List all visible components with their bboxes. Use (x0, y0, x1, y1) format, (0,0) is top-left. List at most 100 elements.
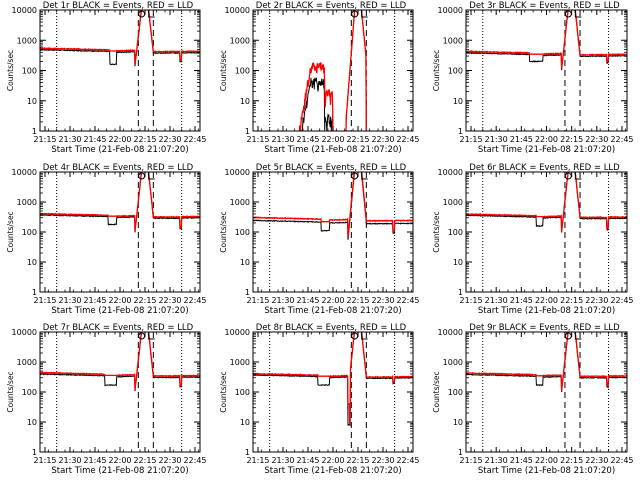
x-tick-label: 21:45 (510, 296, 533, 305)
x-tick-label: 22:00 (321, 296, 344, 305)
y-axis-label: Counts/sec (432, 371, 441, 412)
y-tick-label: 100 (235, 228, 250, 237)
x-tick-label: 21:30 (271, 135, 294, 144)
y-tick-label: 1 (32, 448, 37, 457)
y-axis-label: Counts/sec (6, 371, 15, 412)
y-tick-label: 1 (245, 288, 250, 297)
x-tick-label: 21:30 (485, 135, 508, 144)
y-tick-label: 100 (448, 388, 463, 397)
x-tick-label: 22:45 (610, 456, 633, 465)
y-tick-label: 1000 (443, 198, 463, 207)
x-tick-label: 22:45 (610, 135, 633, 144)
series-events (40, 172, 200, 233)
x-tick-label: 22:15 (133, 296, 156, 305)
y-tick-label: 10 (240, 418, 250, 427)
x-tick-label: 21:30 (485, 296, 508, 305)
y-tick-label: 10000 (438, 168, 463, 177)
x-tick-label: 21:15 (33, 135, 56, 144)
series-events (253, 172, 413, 240)
panel-title: Det 5r BLACK = Events, RED = LLD (256, 163, 407, 173)
y-tick-label: 1 (458, 127, 463, 136)
x-tick-label: 22:30 (371, 296, 394, 305)
x-tick-label: 21:15 (460, 296, 483, 305)
x-tick-label: 22:15 (560, 296, 583, 305)
y-tick-label: 1 (32, 127, 37, 136)
y-tick-label: 10000 (12, 6, 37, 15)
panel-title: Det 1r BLACK = Events, RED = LLD (43, 1, 194, 11)
x-tick-label: 21:45 (83, 456, 106, 465)
y-tick-label: 1000 (230, 358, 250, 367)
panel-5: 1 10 100 1000 10000 21:15 21:30 21:45 22:00 22:15… (219, 163, 420, 316)
y-tick-label: 1 (245, 448, 250, 457)
x-tick-label: 22:15 (133, 135, 156, 144)
panel-title: Det 6r BLACK = Events, RED = LLD (469, 163, 620, 173)
x-tick-label: 21:30 (58, 135, 81, 144)
x-tick-label: 22:30 (585, 296, 608, 305)
y-tick-label: 10000 (438, 328, 463, 337)
y-tick-label: 10 (453, 97, 463, 106)
panel-title: Det 9r BLACK = Events, RED = LLD (469, 323, 620, 333)
series-events (40, 332, 200, 392)
x-tick-label: 22:00 (321, 135, 344, 144)
series-events (253, 332, 413, 427)
plot-frame (252, 331, 414, 453)
y-tick-label: 10000 (12, 168, 37, 177)
x-tick-label: 22:15 (133, 456, 156, 465)
y-tick-label: 1000 (443, 358, 463, 367)
x-tick-label: 21:45 (510, 456, 533, 465)
x-tick-label: 21:15 (246, 296, 269, 305)
x-tick-label: 22:15 (560, 135, 583, 144)
y-tick-label: 100 (235, 67, 250, 76)
x-tick-label: 21:15 (460, 456, 483, 465)
y-tick-label: 10000 (225, 168, 250, 177)
panel-8: 1 10 100 1000 10000 21:15 21:30 21:45 22:00 22:15… (219, 323, 420, 476)
series-lld (40, 10, 200, 65)
series-lld (466, 172, 627, 232)
y-tick-label: 10 (27, 258, 37, 267)
y-tick-label: 10 (453, 418, 463, 427)
x-tick-label: 21:30 (271, 456, 294, 465)
x-tick-label: 22:15 (346, 296, 369, 305)
y-tick-label: 10000 (12, 328, 37, 337)
x-axis-label: Start Time (21-Feb-08 21:07:20) (51, 466, 188, 476)
y-tick-label: 10 (27, 418, 37, 427)
panel-3: 1 10 100 1000 10000 21:15 21:30 21:45 22:00 22:15… (432, 1, 634, 155)
panel-title: Det 3r BLACK = Events, RED = LLD (469, 1, 620, 11)
series-lld (40, 172, 200, 232)
series-events (466, 10, 627, 71)
panel-6: 1 10 100 1000 10000 21:15 21:30 21:45 22:00 22:15… (432, 163, 634, 316)
x-tick-label: 22:45 (610, 296, 633, 305)
x-tick-label: 22:00 (108, 135, 131, 144)
x-tick-label: 21:45 (83, 135, 106, 144)
y-tick-label: 100 (448, 228, 463, 237)
plot-frame (465, 9, 628, 132)
y-tick-label: 1 (458, 288, 463, 297)
x-tick-label: 22:00 (321, 456, 344, 465)
panel-2: 1 10 100 1000 10000 21:15 21:30 21:45 22:00 22:15… (219, 1, 420, 155)
panel-title: Det 2r BLACK = Events, RED = LLD (256, 1, 407, 11)
y-tick-label: 1000 (443, 36, 463, 45)
y-tick-label: 100 (22, 228, 37, 237)
series-lld (298, 10, 367, 131)
y-axis-label: Counts/sec (432, 50, 441, 91)
y-axis-label: Counts/sec (219, 371, 228, 412)
x-tick-label: 21:45 (296, 296, 319, 305)
y-tick-label: 10000 (225, 328, 250, 337)
x-tick-label: 22:15 (346, 456, 369, 465)
y-axis-label: Counts/sec (6, 211, 15, 252)
y-tick-label: 10 (240, 97, 250, 106)
plot-frame (39, 171, 201, 293)
x-tick-label: 22:45 (183, 135, 206, 144)
x-tick-label: 22:30 (158, 296, 181, 305)
y-tick-label: 10 (453, 258, 463, 267)
x-tick-label: 21:30 (58, 456, 81, 465)
x-tick-label: 22:00 (535, 135, 558, 144)
x-tick-label: 21:45 (296, 135, 319, 144)
plot-frame (39, 9, 201, 132)
plot-frame (252, 171, 414, 293)
y-axis-label: Counts/sec (6, 50, 15, 91)
y-tick-label: 10000 (225, 6, 250, 15)
x-tick-label: 21:30 (271, 296, 294, 305)
x-tick-label: 21:15 (460, 135, 483, 144)
